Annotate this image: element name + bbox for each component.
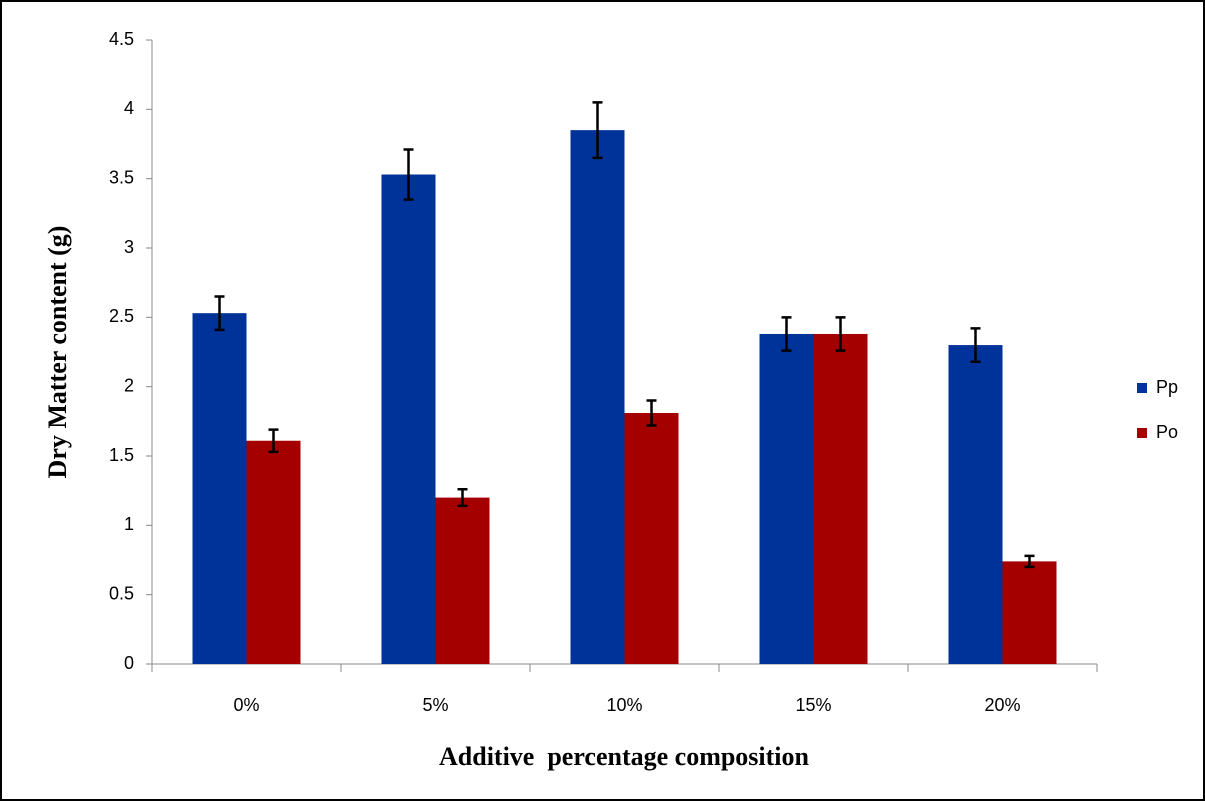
- error-bar: [781, 316, 792, 352]
- bar: [948, 345, 1003, 664]
- bar: [759, 333, 814, 664]
- error-bar: [970, 327, 981, 363]
- x-axis-title: Additive percentage composition: [439, 742, 810, 771]
- x-tick-label: 5%: [422, 695, 448, 715]
- legend-swatch: [1137, 383, 1147, 393]
- y-tick-label: 1.5: [109, 445, 134, 465]
- legend-label: Po: [1156, 422, 1178, 442]
- y-tick-label: 4.5: [109, 29, 134, 49]
- error-bar: [835, 316, 846, 352]
- y-axis-title: Dry Matter content (g): [43, 226, 72, 479]
- y-tick-label: 2: [124, 375, 134, 395]
- error-bar: [457, 488, 468, 508]
- x-tick-label: 0%: [233, 695, 259, 715]
- bar: [570, 130, 625, 665]
- y-tick-label: 4: [124, 98, 134, 118]
- x-tick-label: 10%: [606, 695, 642, 715]
- x-tick-label: 15%: [795, 695, 831, 715]
- error-bar: [592, 101, 603, 160]
- bar: [813, 333, 868, 664]
- error-bar: [268, 428, 279, 454]
- error-bar: [403, 148, 414, 201]
- x-tick-label: 20%: [984, 695, 1020, 715]
- y-tick-label: 0.5: [109, 583, 134, 603]
- error-bar: [214, 295, 225, 332]
- bar: [192, 313, 247, 664]
- y-tick-label: 2.5: [109, 306, 134, 326]
- legend-label: Pp: [1156, 377, 1178, 397]
- bar: [381, 174, 436, 665]
- bar: [246, 440, 301, 664]
- y-tick-label: 3: [124, 237, 134, 257]
- legend-swatch: [1137, 428, 1147, 438]
- bar: [1002, 561, 1057, 664]
- y-tick-label: 3.5: [109, 167, 134, 187]
- y-tick-label: 1: [124, 514, 134, 534]
- bar: [624, 413, 679, 664]
- bar: [435, 497, 490, 664]
- error-bar: [1024, 554, 1035, 569]
- y-tick-label: 0: [124, 653, 134, 673]
- error-bar: [646, 399, 657, 427]
